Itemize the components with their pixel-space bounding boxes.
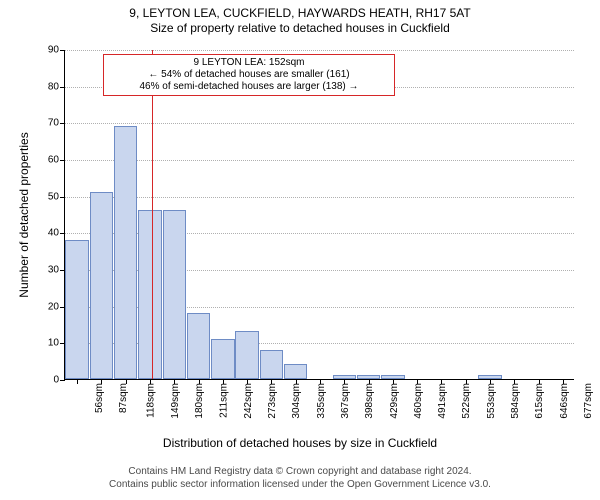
annotation-line-3: 46% of semi-detached houses are larger (…: [108, 81, 390, 93]
x-tick-label: 335sqm: [315, 383, 326, 419]
y-tick-label: 80: [48, 81, 65, 92]
bar: [138, 210, 161, 379]
x-tick-mark: [417, 379, 418, 384]
x-tick-mark: [563, 379, 564, 384]
bars: [65, 50, 574, 379]
bar: [235, 331, 258, 379]
annotation-box: 9 LEYTON LEA: 152sqm ← 54% of detached h…: [103, 54, 395, 96]
x-tick-label: 180sqm: [194, 383, 205, 419]
x-tick-label: 584sqm: [510, 383, 521, 419]
y-tick-label: 30: [48, 265, 65, 276]
bar: [163, 210, 186, 379]
x-tick-label: 242sqm: [243, 383, 254, 419]
x-tick-label: 460sqm: [413, 383, 424, 419]
bar: [284, 364, 307, 379]
x-tick-mark: [369, 379, 370, 384]
x-tick-label: 491sqm: [437, 383, 448, 419]
x-axis-label: Distribution of detached houses by size …: [163, 436, 437, 450]
x-tick-label: 118sqm: [145, 383, 156, 418]
x-tick-label: 429sqm: [388, 383, 399, 419]
x-tick-label: 211sqm: [218, 383, 229, 418]
x-tick-mark: [271, 379, 272, 384]
bar: [65, 240, 88, 379]
x-tick-label: 646sqm: [558, 383, 569, 419]
x-tick-mark: [393, 379, 394, 384]
x-tick-label: 677sqm: [583, 383, 594, 419]
x-tick-mark: [344, 379, 345, 384]
title-line-2: Size of property relative to detached ho…: [0, 21, 600, 36]
x-tick-label: 615sqm: [534, 383, 545, 419]
y-tick-label: 60: [48, 155, 65, 166]
x-tick-mark: [514, 379, 515, 384]
x-tick-mark: [441, 379, 442, 384]
x-tick-mark: [247, 379, 248, 384]
footer-line-1: Contains HM Land Registry data © Crown c…: [109, 466, 491, 479]
footer: Contains HM Land Registry data © Crown c…: [109, 466, 491, 491]
x-tick-mark: [150, 379, 151, 384]
annotation-line-2: ← 54% of detached houses are smaller (16…: [108, 69, 390, 81]
x-tick-mark: [126, 379, 127, 384]
x-tick-mark: [466, 379, 467, 384]
annotation-line-1: 9 LEYTON LEA: 152sqm: [108, 57, 390, 69]
y-tick-label: 0: [53, 375, 65, 386]
y-tick-label: 90: [48, 45, 65, 56]
reference-line: [152, 50, 153, 379]
x-tick-label: 367sqm: [340, 383, 351, 419]
x-tick-mark: [174, 379, 175, 384]
bar: [90, 192, 113, 379]
y-tick-label: 10: [48, 338, 65, 349]
x-tick-mark: [296, 379, 297, 384]
x-tick-mark: [490, 379, 491, 384]
x-tick-mark: [77, 379, 78, 384]
x-tick-label: 553sqm: [485, 383, 496, 419]
plot-area: 0102030405060708090 56sqm87sqm118sqm149s…: [64, 50, 574, 380]
figure: 9, LEYTON LEA, CUCKFIELD, HAYWARDS HEATH…: [0, 0, 600, 500]
y-tick-label: 20: [48, 301, 65, 312]
x-tick-label: 149sqm: [170, 383, 181, 419]
title-block: 9, LEYTON LEA, CUCKFIELD, HAYWARDS HEATH…: [0, 0, 600, 36]
x-tick-mark: [223, 379, 224, 384]
x-tick-mark: [199, 379, 200, 384]
y-tick-label: 70: [48, 118, 65, 129]
bar: [114, 126, 137, 379]
x-tick-label: 398sqm: [364, 383, 375, 419]
x-tick-mark: [320, 379, 321, 384]
x-tick-label: 273sqm: [267, 383, 278, 419]
title-line-1: 9, LEYTON LEA, CUCKFIELD, HAYWARDS HEATH…: [0, 6, 600, 21]
y-tick-label: 50: [48, 191, 65, 202]
footer-line-2: Contains public sector information licen…: [109, 479, 491, 492]
bar: [187, 313, 210, 379]
y-axis-label: Number of detached properties: [17, 132, 31, 297]
x-tick-mark: [101, 379, 102, 384]
x-tick-mark: [539, 379, 540, 384]
bar: [260, 350, 283, 379]
x-tick-label: 522sqm: [461, 383, 472, 419]
y-tick-label: 40: [48, 228, 65, 239]
x-tick-label: 56sqm: [94, 383, 105, 413]
x-tick-label: 304sqm: [291, 383, 302, 419]
x-tick-label: 87sqm: [118, 383, 129, 413]
bar: [211, 339, 234, 379]
